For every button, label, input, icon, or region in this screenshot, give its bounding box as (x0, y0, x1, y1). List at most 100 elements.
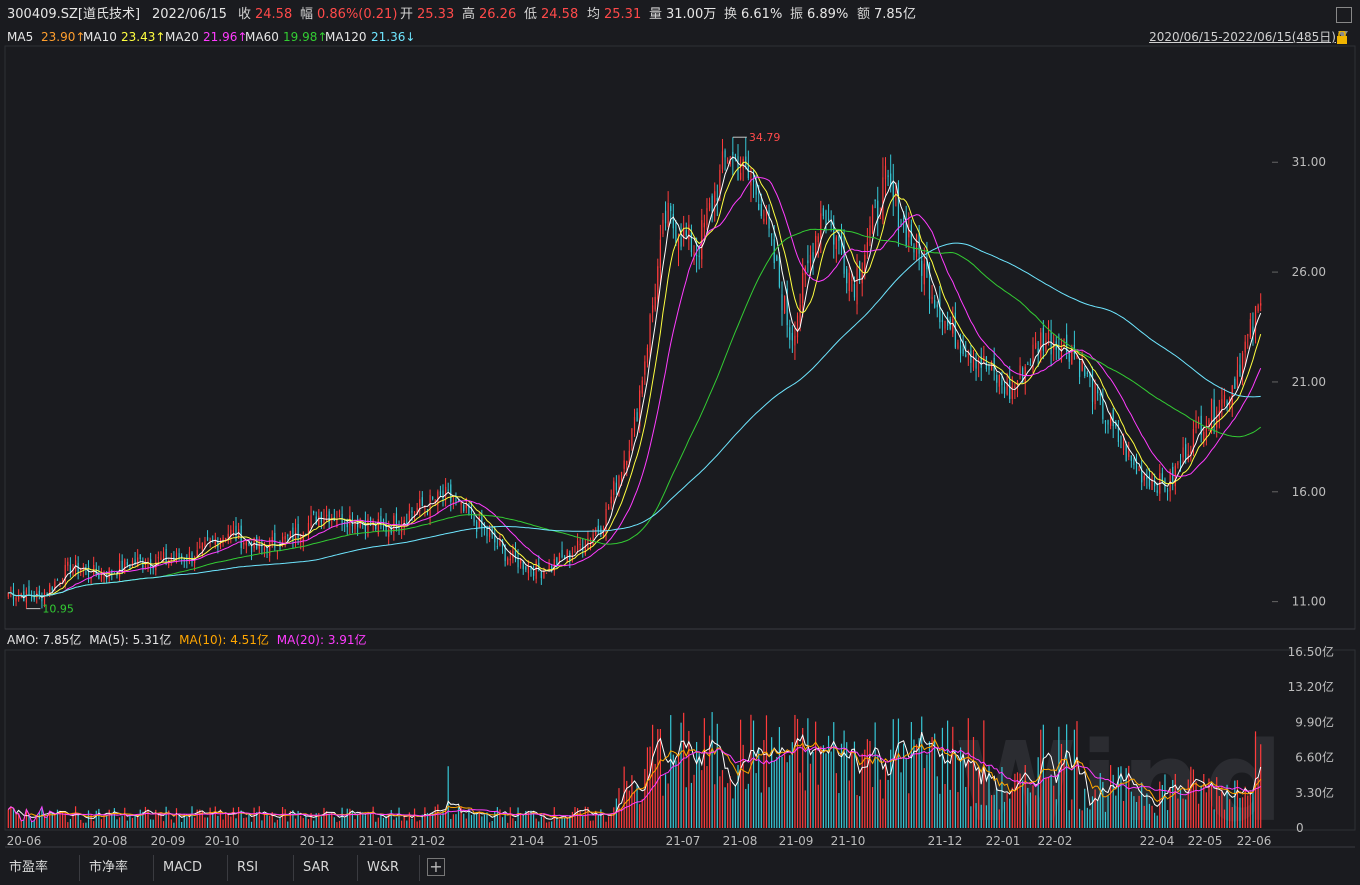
volume-bar (473, 812, 475, 828)
lock-icon[interactable] (1336, 31, 1348, 44)
volume-bar (851, 750, 853, 828)
min-price-label: 10.95 (42, 603, 73, 616)
volume-bar (501, 817, 504, 828)
candle-body (869, 225, 871, 236)
ma-legend: MA5 23.90↑ MA10 23.43↑ MA20 21.96↑ MA60 … (0, 28, 1360, 46)
expand-icon[interactable] (1336, 7, 1352, 23)
volume-bar (903, 743, 905, 828)
candle-body (706, 208, 708, 226)
volume-bar (900, 772, 902, 828)
candle-body (763, 218, 765, 222)
candle-body (54, 581, 56, 591)
volume-bar (150, 819, 152, 828)
volume-bar (1154, 812, 1156, 828)
candle-body (672, 213, 674, 229)
high-value: 26.26 (479, 7, 517, 22)
volume-bar (825, 753, 827, 828)
tab-pe[interactable]: 市盈率 (0, 855, 80, 881)
candle-body (626, 460, 628, 466)
candle-body (944, 320, 946, 329)
candle-body (77, 562, 79, 574)
candle-body (890, 173, 892, 187)
candle-body (1130, 455, 1132, 461)
volume-bar (602, 815, 605, 828)
volume-panel-frame (4, 649, 1356, 831)
volume-bar (1156, 815, 1158, 828)
volume-bar (43, 817, 46, 828)
candle-body (504, 544, 506, 562)
candle-body (807, 260, 809, 264)
volume-bar (483, 814, 486, 828)
candle-body (781, 294, 783, 311)
volume-bar (1115, 795, 1117, 828)
volume-bar (129, 814, 131, 828)
candle-body (561, 550, 563, 558)
volume-bar (494, 811, 496, 828)
candle-body (517, 557, 519, 568)
candle-body (214, 539, 216, 545)
candle-body (18, 595, 20, 600)
candle-body (64, 564, 66, 582)
candle-body (297, 523, 299, 538)
candle-body (230, 529, 232, 537)
candle-body (227, 533, 229, 541)
candle-body (905, 220, 907, 245)
volume-bar (781, 756, 783, 828)
volume-bar (742, 744, 744, 828)
volume-bar (1029, 792, 1032, 828)
candle-body (69, 564, 71, 574)
volume-bar (786, 762, 788, 828)
candle-body (124, 559, 126, 573)
candle-body (274, 532, 276, 548)
volume-bar (100, 819, 103, 828)
candle-body (796, 315, 799, 338)
volume-bar (551, 821, 553, 828)
add-tab-button[interactable]: + (427, 858, 445, 876)
x-tick-label: 21-02 (411, 834, 446, 848)
candle-body (93, 564, 95, 574)
volume-bar (1125, 768, 1127, 828)
volume-bar (822, 745, 824, 828)
tab-wr[interactable]: W&R (358, 855, 420, 881)
tab-macd[interactable]: MACD (154, 855, 228, 881)
amo-value: AMO: 7.85亿 (7, 633, 82, 647)
volume-bar (206, 817, 209, 828)
volume-bar (589, 820, 592, 828)
tab-pb[interactable]: 市净率 (80, 855, 154, 881)
candle-body (1210, 398, 1213, 422)
candle-body (1115, 421, 1117, 427)
candle-body (1117, 427, 1119, 442)
candle-body (1055, 341, 1057, 350)
volume-bar (77, 814, 79, 828)
candle-body (892, 181, 894, 199)
candle-body (1257, 305, 1259, 311)
tab-sar[interactable]: SAR (294, 855, 358, 881)
stock-code[interactable]: 300409.SZ[道氏技术] (7, 7, 141, 22)
date-range-selector[interactable]: 2020/06/15-2022/06/15(485日) (1149, 30, 1336, 44)
volume-bar (372, 806, 374, 828)
candle-body (46, 593, 48, 595)
candle-body (830, 224, 832, 226)
volume-bar (931, 737, 933, 828)
turnover-label: 换 (724, 7, 738, 22)
volume-bar (359, 811, 361, 828)
candle-body (688, 224, 690, 240)
tab-rsi[interactable]: RSI (228, 855, 294, 881)
volume-bar (1006, 792, 1008, 828)
candle-body (602, 530, 605, 536)
candle-body (1042, 327, 1044, 351)
volume-bar (527, 811, 530, 828)
volume-bar (514, 821, 517, 828)
candle-body (683, 227, 685, 239)
open-label: 开 (400, 7, 414, 22)
volume-bar (1146, 793, 1148, 828)
volume-bar (1148, 803, 1151, 828)
x-tick-label: 22-01 (986, 834, 1021, 848)
volume-bar (72, 812, 74, 828)
candle-body (525, 566, 527, 570)
volume-bar (240, 810, 242, 828)
volume-bar (227, 813, 229, 828)
chevron-down-icon[interactable] (1338, 31, 1348, 39)
volume-bar (25, 809, 28, 828)
